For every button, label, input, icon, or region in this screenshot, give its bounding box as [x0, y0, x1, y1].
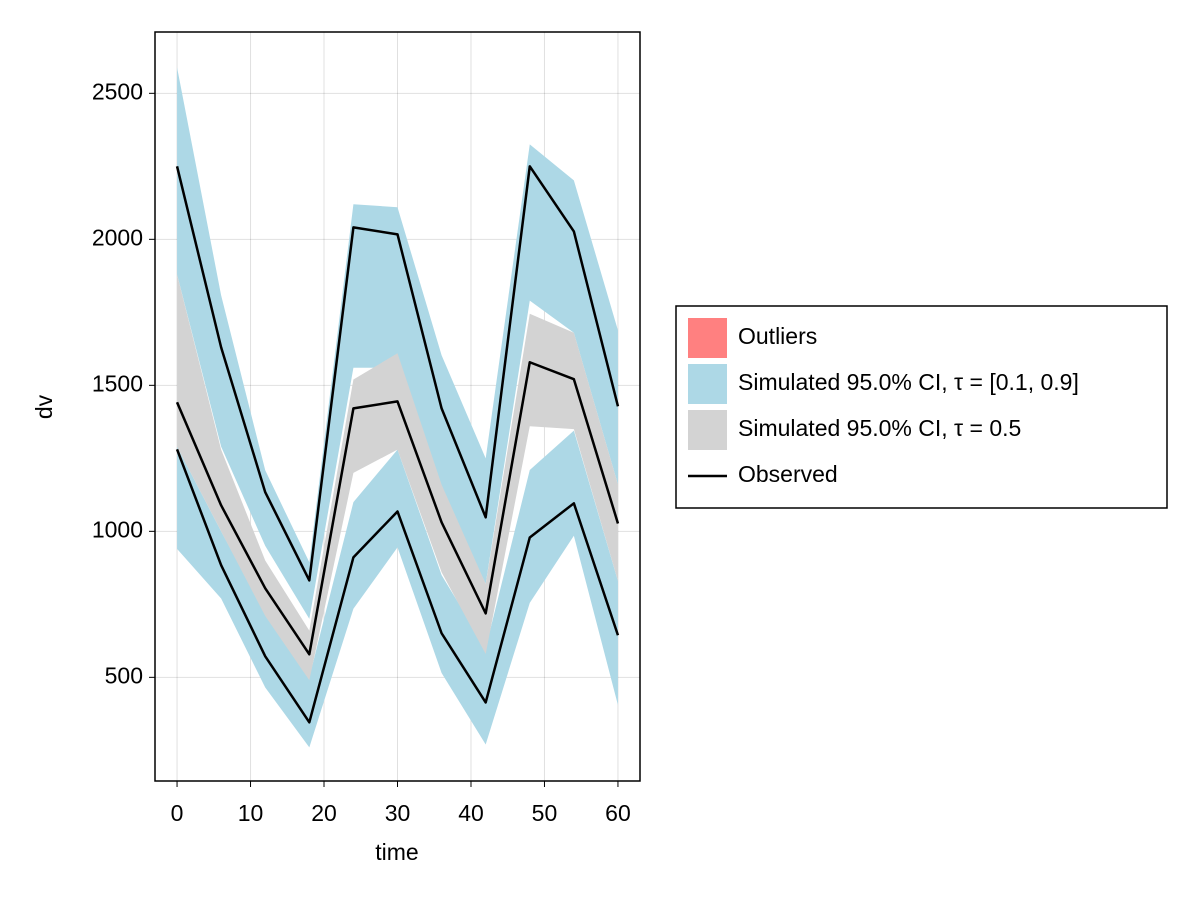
observed-line	[175, 165, 620, 582]
x-tick-label: 30	[385, 800, 411, 826]
y-tick-label: 1500	[92, 370, 143, 396]
x-tick-label: 0	[171, 800, 184, 826]
ci-band	[177, 274, 618, 681]
legend-frame	[675, 305, 1168, 509]
y-axis-label: dv	[31, 394, 57, 419]
ci-band	[177, 67, 618, 619]
ci-band	[177, 430, 618, 748]
y-tick-label: 500	[105, 662, 143, 688]
x-tick-label: 40	[458, 800, 484, 826]
legend-label: Observed	[738, 461, 838, 487]
y-tick-label: 2000	[92, 224, 143, 250]
legend-swatch	[688, 364, 727, 404]
x-tick-label: 10	[238, 800, 264, 826]
observed-line	[175, 361, 620, 656]
observed-line	[175, 448, 620, 724]
y-tick-label: 1000	[92, 516, 143, 542]
plot-area: 0 10 20 30 40 50 60 500 1000 1500 2000 2500	[92, 31, 641, 826]
legend-label: Simulated 95.0% CI, τ = [0.1, 0.9]	[738, 369, 1079, 395]
x-axis-label: time	[375, 839, 418, 865]
y-tick-label: 2500	[92, 78, 143, 104]
legend-swatch	[688, 410, 727, 450]
legend-label: Outliers	[738, 323, 817, 349]
x-tick-label: 60	[605, 800, 631, 826]
x-tick-label: 20	[311, 800, 337, 826]
legend: Outliers Simulated 95.0% CI, τ = [0.1, 0.…	[675, 305, 1168, 509]
legend-swatch	[688, 318, 727, 358]
plot-frame	[154, 31, 641, 782]
x-tick-label: 50	[532, 800, 558, 826]
legend-label: Simulated 95.0% CI, τ = 0.5	[738, 415, 1021, 441]
